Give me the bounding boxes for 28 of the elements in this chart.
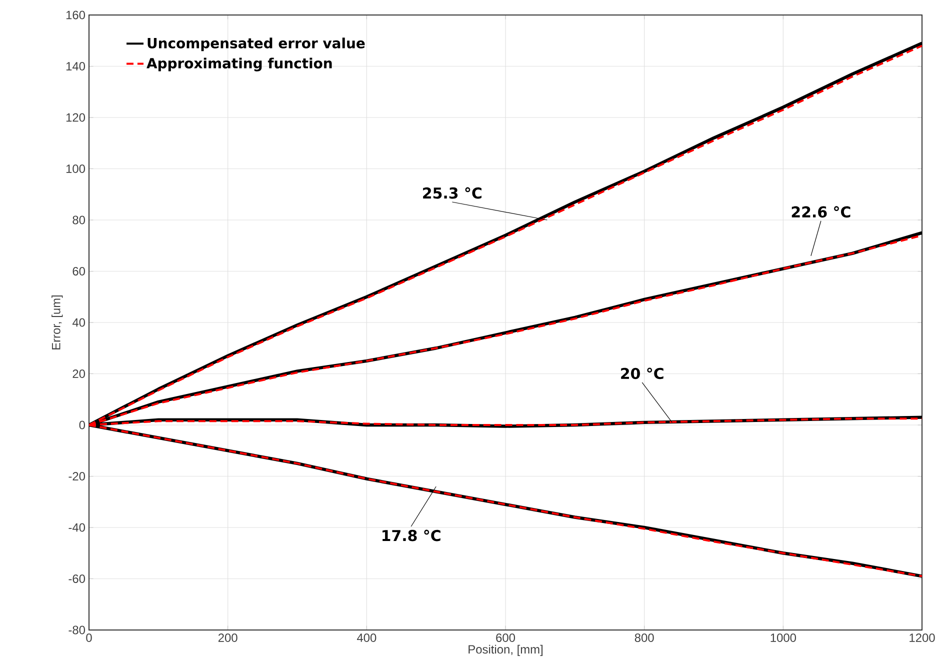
y-tick-label: 0 (79, 420, 86, 430)
legend-label: Approximating function (146, 58, 332, 72)
y-tick-label: 60 (72, 267, 86, 276)
y-tick-label: 160 (66, 10, 86, 20)
x-tick-label: 200 (218, 634, 238, 642)
y-axis-title: Error, [um] (52, 295, 63, 350)
y-tick-label: 40 (72, 318, 86, 327)
x-tick-label: 0 (86, 634, 92, 642)
x-tick-label: 1200 (910, 634, 935, 642)
x-axis-title: Position, [mm] (468, 644, 543, 656)
y-tick-label: 80 (72, 216, 86, 224)
x-tick-label: 600 (496, 634, 516, 642)
y-tick-label: -80 (68, 626, 86, 634)
y-tick-label: 20 (72, 370, 86, 378)
legend-label: Uncompensated error value (148, 38, 365, 52)
annotation: 25.3 °C (423, 187, 482, 199)
annotation: 22.6 °C (792, 206, 850, 218)
x-tick-label: 400 (356, 634, 376, 642)
x-tick-label: 1000 (770, 634, 796, 642)
y-tick-label: -40 (68, 523, 86, 532)
x-tick-label: 800 (634, 634, 654, 642)
y-tick-label: 120 (66, 113, 86, 122)
y-tick-label: 100 (66, 164, 86, 173)
annotation: 17.8 °C (382, 530, 440, 542)
y-tick-label: -60 (68, 574, 86, 583)
annotation: 20 °C (621, 368, 664, 380)
y-tick-label: -20 (68, 472, 86, 480)
y-tick-label: 140 (66, 62, 86, 70)
